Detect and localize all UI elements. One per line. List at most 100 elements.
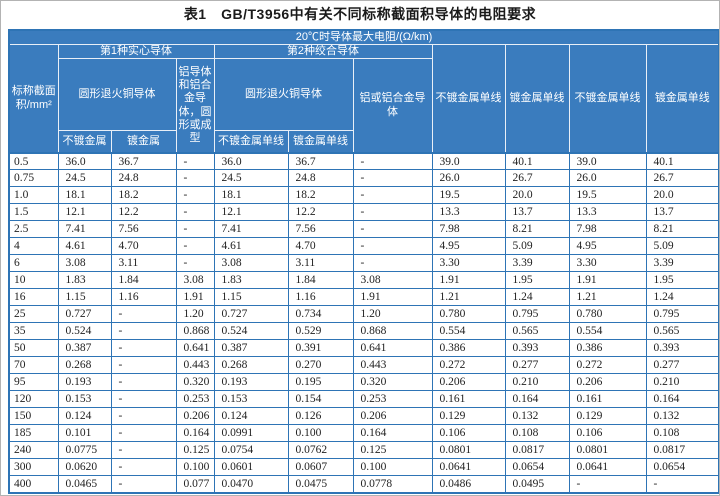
header-nominal-area: 标称截面积/mm² [8, 44, 59, 154]
row-label-cell: 2.5 [8, 220, 59, 239]
table-row: 150 0.124-0.206 0.124 0.126 0.206 0.129 0.132 0… [8, 407, 719, 426]
value-cell: 0.100 [352, 458, 433, 477]
header-round-copper-solid: 圆形退火铜导体 [57, 58, 177, 132]
table-row: 1.5 12.1 12.2-12.1 12.2-13.3 13.7 13.3 13.7 [8, 203, 719, 222]
value-cell: 0.0465 [57, 475, 112, 494]
value-cell: - [110, 458, 177, 477]
value-cell: 7.56 [287, 220, 354, 239]
row-label-cell: 0.75 [8, 169, 59, 188]
value-cell: 0.554 [568, 322, 647, 341]
value-cell: 0.277 [504, 356, 570, 375]
value-cell: - [175, 220, 215, 239]
value-cell: 0.565 [504, 322, 570, 341]
table-row: 95 0.193-0.320 0.193 0.195 0.320 0.206 0.210 0.… [8, 373, 719, 392]
value-cell: 0.0762 [287, 441, 354, 460]
value-cell: - [175, 151, 215, 171]
value-cell: 20.0 [504, 186, 570, 205]
value-cell: 39.0 [568, 151, 647, 171]
table-row: 6 3.08 3.11-3.08 3.11-3.30 3.39 3.30 3.39 [8, 254, 719, 273]
value-cell: 0.0641 [568, 458, 647, 477]
value-cell: 13.7 [504, 203, 570, 222]
value-cell: 20.0 [645, 186, 719, 205]
row-label-cell: 1.5 [8, 203, 59, 222]
row-label-cell: 150 [8, 407, 59, 426]
value-cell: 0.277 [645, 356, 719, 375]
row-label-cell: 240 [8, 441, 59, 460]
value-cell: 1.16 [287, 288, 354, 307]
value-cell: 3.08 [57, 254, 112, 273]
value-cell: - [110, 441, 177, 460]
value-cell: 0.780 [568, 305, 647, 324]
value-cell: 0.206 [431, 373, 506, 392]
value-cell: 24.5 [213, 169, 289, 188]
value-cell: 1.20 [352, 305, 433, 324]
value-cell: 1.20 [175, 305, 215, 324]
value-cell: 1.83 [213, 271, 289, 290]
value-cell: 0.727 [57, 305, 112, 324]
value-cell: - [110, 373, 177, 392]
value-cell: 0.0475 [287, 475, 354, 494]
value-cell: 0.641 [352, 339, 433, 358]
value-cell: 13.3 [431, 203, 506, 222]
value-cell: 0.124 [213, 407, 289, 426]
value-cell: - [175, 169, 215, 188]
value-cell: 3.11 [110, 254, 177, 273]
table-row: 35 0.524-0.868 0.524 0.529 0.868 0.554 0.565 0.… [8, 322, 719, 341]
value-cell: - [175, 186, 215, 205]
value-cell: - [110, 305, 177, 324]
value-cell: 4.95 [568, 237, 647, 256]
value-cell: 0.524 [57, 322, 112, 341]
value-cell: 0.100 [287, 424, 354, 443]
value-cell: 4.61 [57, 237, 112, 256]
value-cell: 26.7 [504, 169, 570, 188]
value-cell: 0.795 [645, 305, 719, 324]
table-row: 25 0.727-1.20 0.727 0.734 1.20 0.780 0.795 0.78… [8, 305, 719, 324]
value-cell: 0.868 [175, 322, 215, 341]
value-cell: 0.795 [504, 305, 570, 324]
value-cell: 5.09 [645, 237, 719, 256]
value-cell: 26.0 [431, 169, 506, 188]
header-row-4: 不镀金属 镀金属 不镀金属单线 镀金属单线 [9, 130, 719, 154]
header-plain-wire-b: 不镀金属单线 [568, 44, 647, 154]
value-cell: 39.0 [431, 151, 506, 171]
value-cell: 0.443 [352, 356, 433, 375]
table-row: 240 0.0775-0.125 0.0754 0.0762 0.125 0.0801 0.… [8, 441, 719, 460]
value-cell: 24.8 [287, 169, 354, 188]
value-cell: 1.84 [287, 271, 354, 290]
value-cell: 0.565 [645, 322, 719, 341]
value-cell: 0.0775 [57, 441, 112, 460]
table-row: 50 0.387-0.641 0.387 0.391 0.641 0.386 0.393 0.… [8, 339, 719, 358]
value-cell: - [175, 203, 215, 222]
value-cell: 0.100 [175, 458, 215, 477]
value-cell: 8.21 [645, 220, 719, 239]
value-cell: 0.077 [175, 475, 215, 494]
value-cell: 7.41 [57, 220, 112, 239]
value-cell: - [352, 237, 433, 256]
value-cell: - [110, 339, 177, 358]
table-row: 400 0.0465-0.077 0.0470 0.0475 0.0778 0.0486 0… [8, 475, 719, 494]
value-cell: 0.320 [175, 373, 215, 392]
header-aluminium-solid: 铝导体和铝合金导体，圆形或成型 [175, 58, 215, 154]
value-cell: 3.30 [431, 254, 506, 273]
value-cell: 1.83 [57, 271, 112, 290]
value-cell: 0.129 [431, 407, 506, 426]
value-cell: 3.08 [213, 254, 289, 273]
value-cell: 0.0991 [213, 424, 289, 443]
value-cell: 40.1 [645, 151, 719, 171]
table-row: 2.5 7.41 7.56-7.41 7.56-7.98 8.21 7.98 8.21 [8, 220, 719, 239]
table-row: 10 1.83 1.84 3.08 1.83 1.84 3.08 1.91 1.95 1.91 1.… [8, 271, 719, 290]
value-cell: 0.195 [287, 373, 354, 392]
value-cell: 19.5 [568, 186, 647, 205]
value-cell: 0.106 [431, 424, 506, 443]
value-cell: 0.780 [431, 305, 506, 324]
value-cell: 1.15 [213, 288, 289, 307]
value-cell: 0.210 [645, 373, 719, 392]
row-label-cell: 300 [8, 458, 59, 477]
value-cell: - [110, 390, 177, 409]
value-cell: 12.1 [57, 203, 112, 222]
value-cell: 1.91 [568, 271, 647, 290]
value-cell: 0.153 [213, 390, 289, 409]
value-cell: - [645, 475, 719, 494]
value-cell: 7.41 [213, 220, 289, 239]
